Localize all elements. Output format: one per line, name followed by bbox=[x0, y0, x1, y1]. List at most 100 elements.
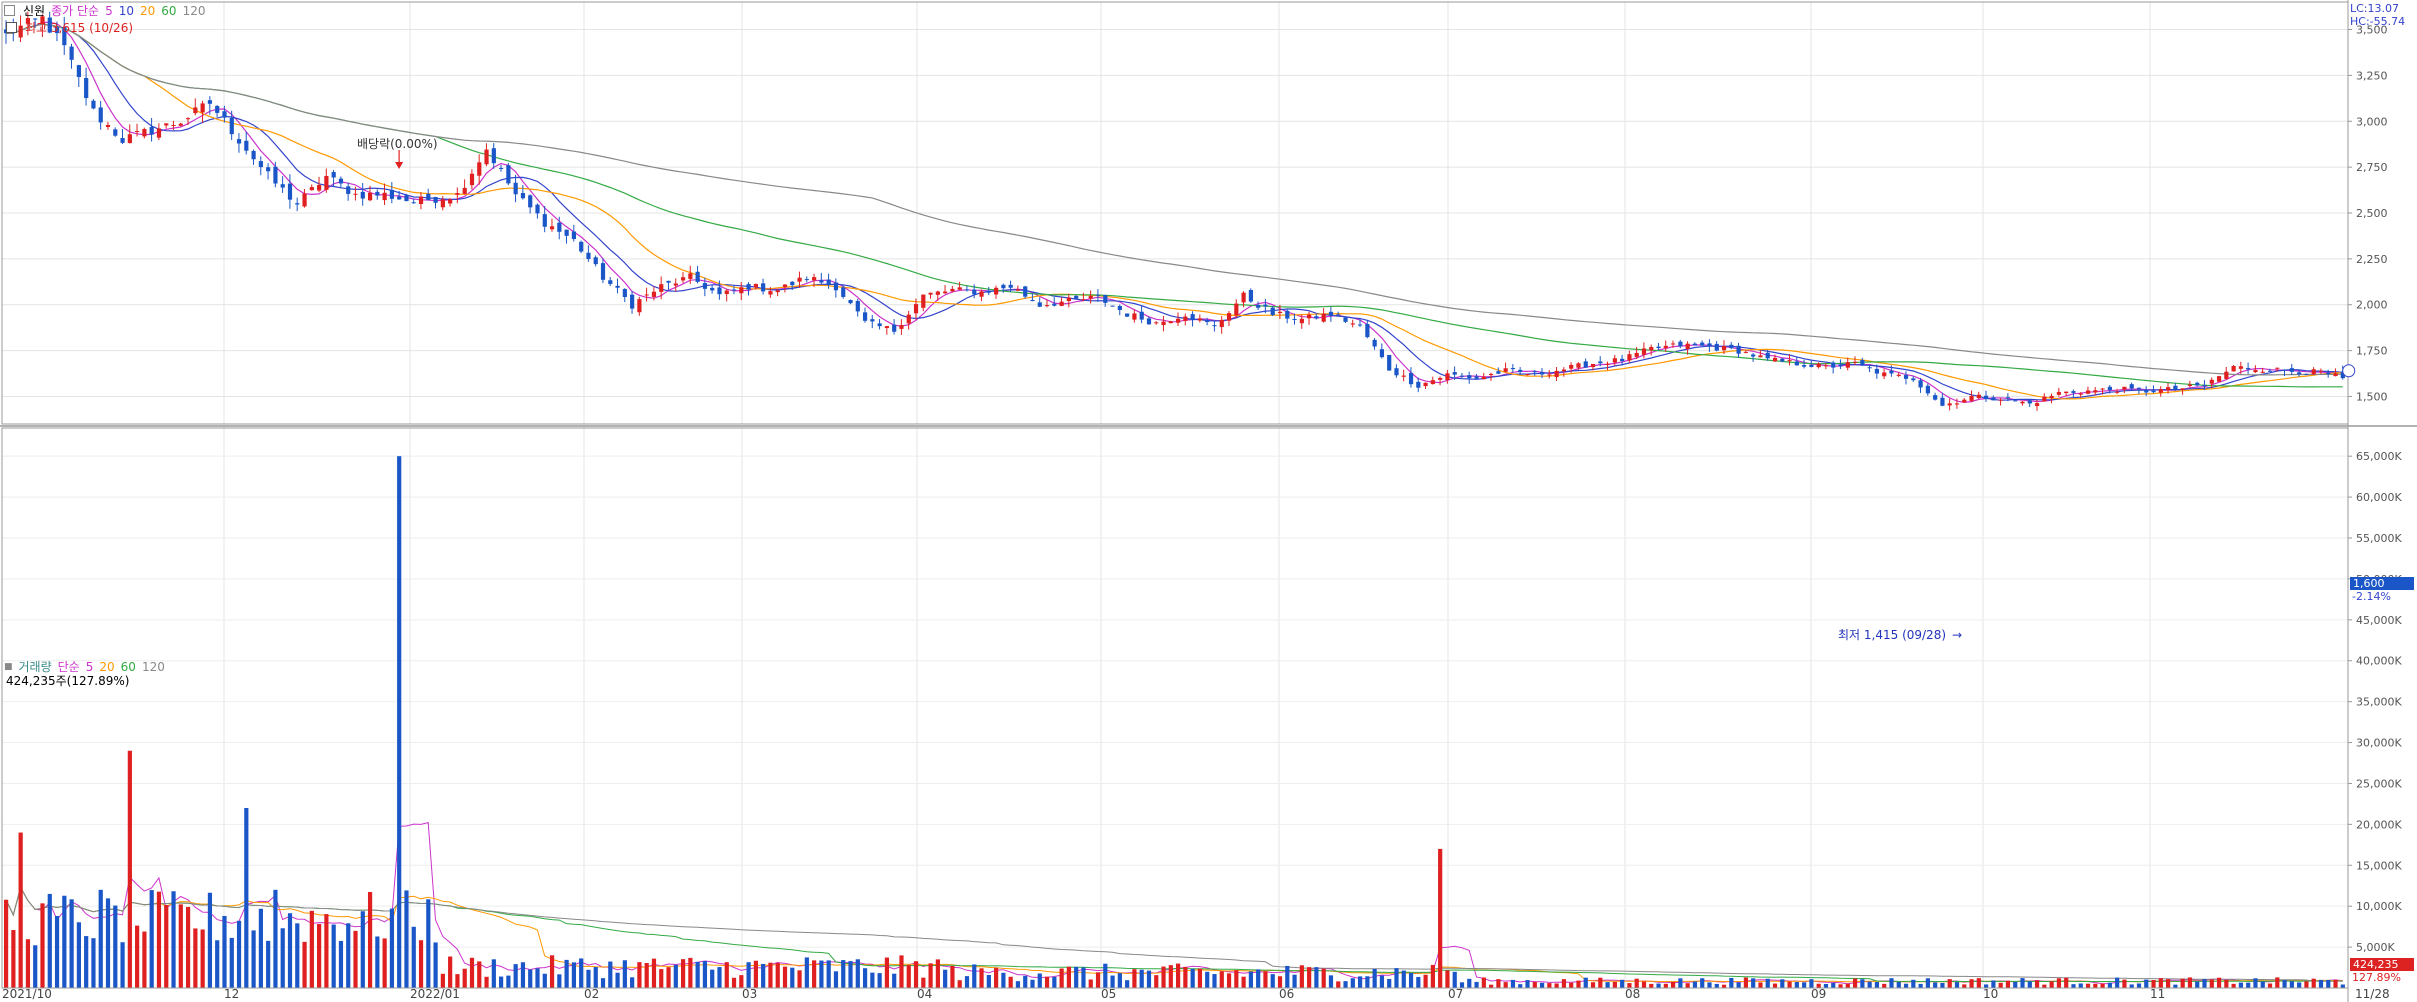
volume-bar bbox=[731, 977, 737, 988]
volume-bar bbox=[2093, 983, 2098, 988]
volume-bar bbox=[222, 915, 227, 988]
candle-body bbox=[1161, 321, 1166, 326]
candle-body bbox=[1634, 352, 1639, 357]
volume-bar bbox=[1903, 983, 1909, 988]
volume-bar bbox=[644, 963, 649, 988]
candle-body bbox=[164, 123, 169, 126]
volume-bar bbox=[411, 926, 416, 988]
volume-bar bbox=[862, 968, 868, 988]
volume-bar bbox=[2246, 982, 2251, 988]
volume-bar bbox=[397, 456, 402, 988]
candle-body bbox=[2056, 392, 2062, 395]
volume-bar bbox=[2115, 977, 2120, 988]
volume-bar bbox=[1350, 978, 1355, 988]
candle-body bbox=[1336, 314, 1341, 316]
volume-bar bbox=[1663, 983, 1668, 988]
candle-body bbox=[1867, 367, 1872, 369]
ma-120-line bbox=[5, 23, 2343, 376]
candle-body bbox=[549, 226, 555, 230]
candle-body bbox=[1998, 399, 2003, 401]
x-tick-label: 06 bbox=[1279, 987, 1294, 1001]
ma-10-label: 10 bbox=[118, 3, 134, 18]
price-y-tick-label: 2,500 bbox=[2356, 207, 2388, 220]
ma-5-label: 5 bbox=[105, 3, 113, 18]
dividend-text: 배당락(0.00%) bbox=[357, 137, 438, 151]
volume-value-label: 424,235주(127.89%) bbox=[6, 672, 129, 689]
candle-body bbox=[1627, 354, 1632, 361]
candle-body bbox=[2020, 401, 2025, 404]
candle-body bbox=[1940, 397, 1945, 406]
candle-body bbox=[353, 193, 358, 195]
candle-body bbox=[746, 284, 751, 290]
volume-bar bbox=[215, 940, 220, 988]
candle-body bbox=[1088, 295, 1093, 299]
volume-name[interactable]: 거래량 bbox=[18, 660, 52, 674]
volume-bar bbox=[324, 914, 329, 988]
candle-body bbox=[1438, 377, 1443, 380]
candle-body bbox=[1103, 295, 1108, 303]
volume-bar bbox=[156, 891, 162, 988]
volume-bar bbox=[229, 937, 234, 988]
volume-bar bbox=[1394, 968, 1399, 988]
candle-body bbox=[426, 193, 431, 201]
volume-bar bbox=[557, 974, 562, 988]
volume-bar bbox=[600, 978, 606, 988]
volume-bar bbox=[1991, 980, 1996, 988]
candle-body bbox=[2085, 390, 2091, 394]
volume-bar bbox=[1714, 983, 1719, 988]
volume-bar bbox=[1212, 974, 1217, 988]
volume-bar bbox=[528, 969, 533, 988]
candle-body bbox=[142, 129, 147, 137]
volume-bar bbox=[1103, 963, 1108, 988]
legend-toggle-box[interactable] bbox=[4, 5, 15, 16]
candle-body bbox=[1467, 375, 1472, 379]
price-y-tick-label: 3,000 bbox=[2356, 115, 2388, 128]
volume-bar bbox=[1088, 979, 1093, 988]
candle-body bbox=[2209, 379, 2214, 384]
candle-body bbox=[2049, 395, 2054, 399]
volume-bar bbox=[185, 906, 191, 988]
volume-bar bbox=[1343, 981, 1348, 988]
candle-body bbox=[1015, 289, 1021, 291]
volume-bar bbox=[1576, 980, 1581, 988]
volume-bar bbox=[2260, 981, 2265, 988]
candle-body bbox=[2136, 387, 2142, 389]
volume-bar bbox=[1802, 982, 1807, 988]
candle-body bbox=[2224, 371, 2229, 379]
candle-body bbox=[1532, 371, 1537, 373]
candle-body bbox=[1183, 316, 1188, 321]
volume-bar bbox=[1561, 979, 1567, 988]
candle-body bbox=[1518, 369, 1523, 372]
volume-bar bbox=[608, 961, 613, 988]
candle-body bbox=[1372, 339, 1377, 347]
volume-bar bbox=[1197, 968, 1203, 988]
stock-name[interactable]: 신원 bbox=[23, 4, 46, 18]
candle-body bbox=[1700, 342, 1705, 346]
volume-bar bbox=[928, 963, 933, 988]
volume-bar bbox=[1452, 971, 1457, 988]
volume-bar bbox=[753, 960, 758, 988]
candle-body bbox=[1598, 361, 1603, 364]
volume-bar bbox=[1532, 981, 1537, 988]
volume-bar bbox=[1809, 979, 1814, 988]
candle-body bbox=[804, 279, 809, 281]
volume-bar bbox=[1954, 982, 1960, 988]
volume-bar bbox=[1256, 969, 1261, 988]
volume-bar bbox=[2144, 979, 2149, 988]
price-y-tick-label: 3,250 bbox=[2356, 69, 2388, 82]
candle-body bbox=[826, 279, 831, 285]
volume-bar bbox=[2333, 979, 2338, 988]
volume-bar bbox=[1292, 974, 1297, 988]
candle-body bbox=[1933, 395, 1938, 400]
volume-bar bbox=[164, 905, 169, 988]
ma-20-line bbox=[5, 23, 2343, 400]
ma-20-label: 20 bbox=[140, 3, 156, 18]
volume-bar bbox=[1314, 967, 1319, 988]
volume-bar bbox=[2180, 978, 2185, 988]
candle-body bbox=[600, 263, 606, 280]
volume-bar bbox=[1117, 973, 1122, 988]
volume-bar bbox=[651, 958, 657, 988]
candle-body bbox=[2013, 400, 2018, 402]
volume-bar bbox=[2129, 984, 2134, 988]
